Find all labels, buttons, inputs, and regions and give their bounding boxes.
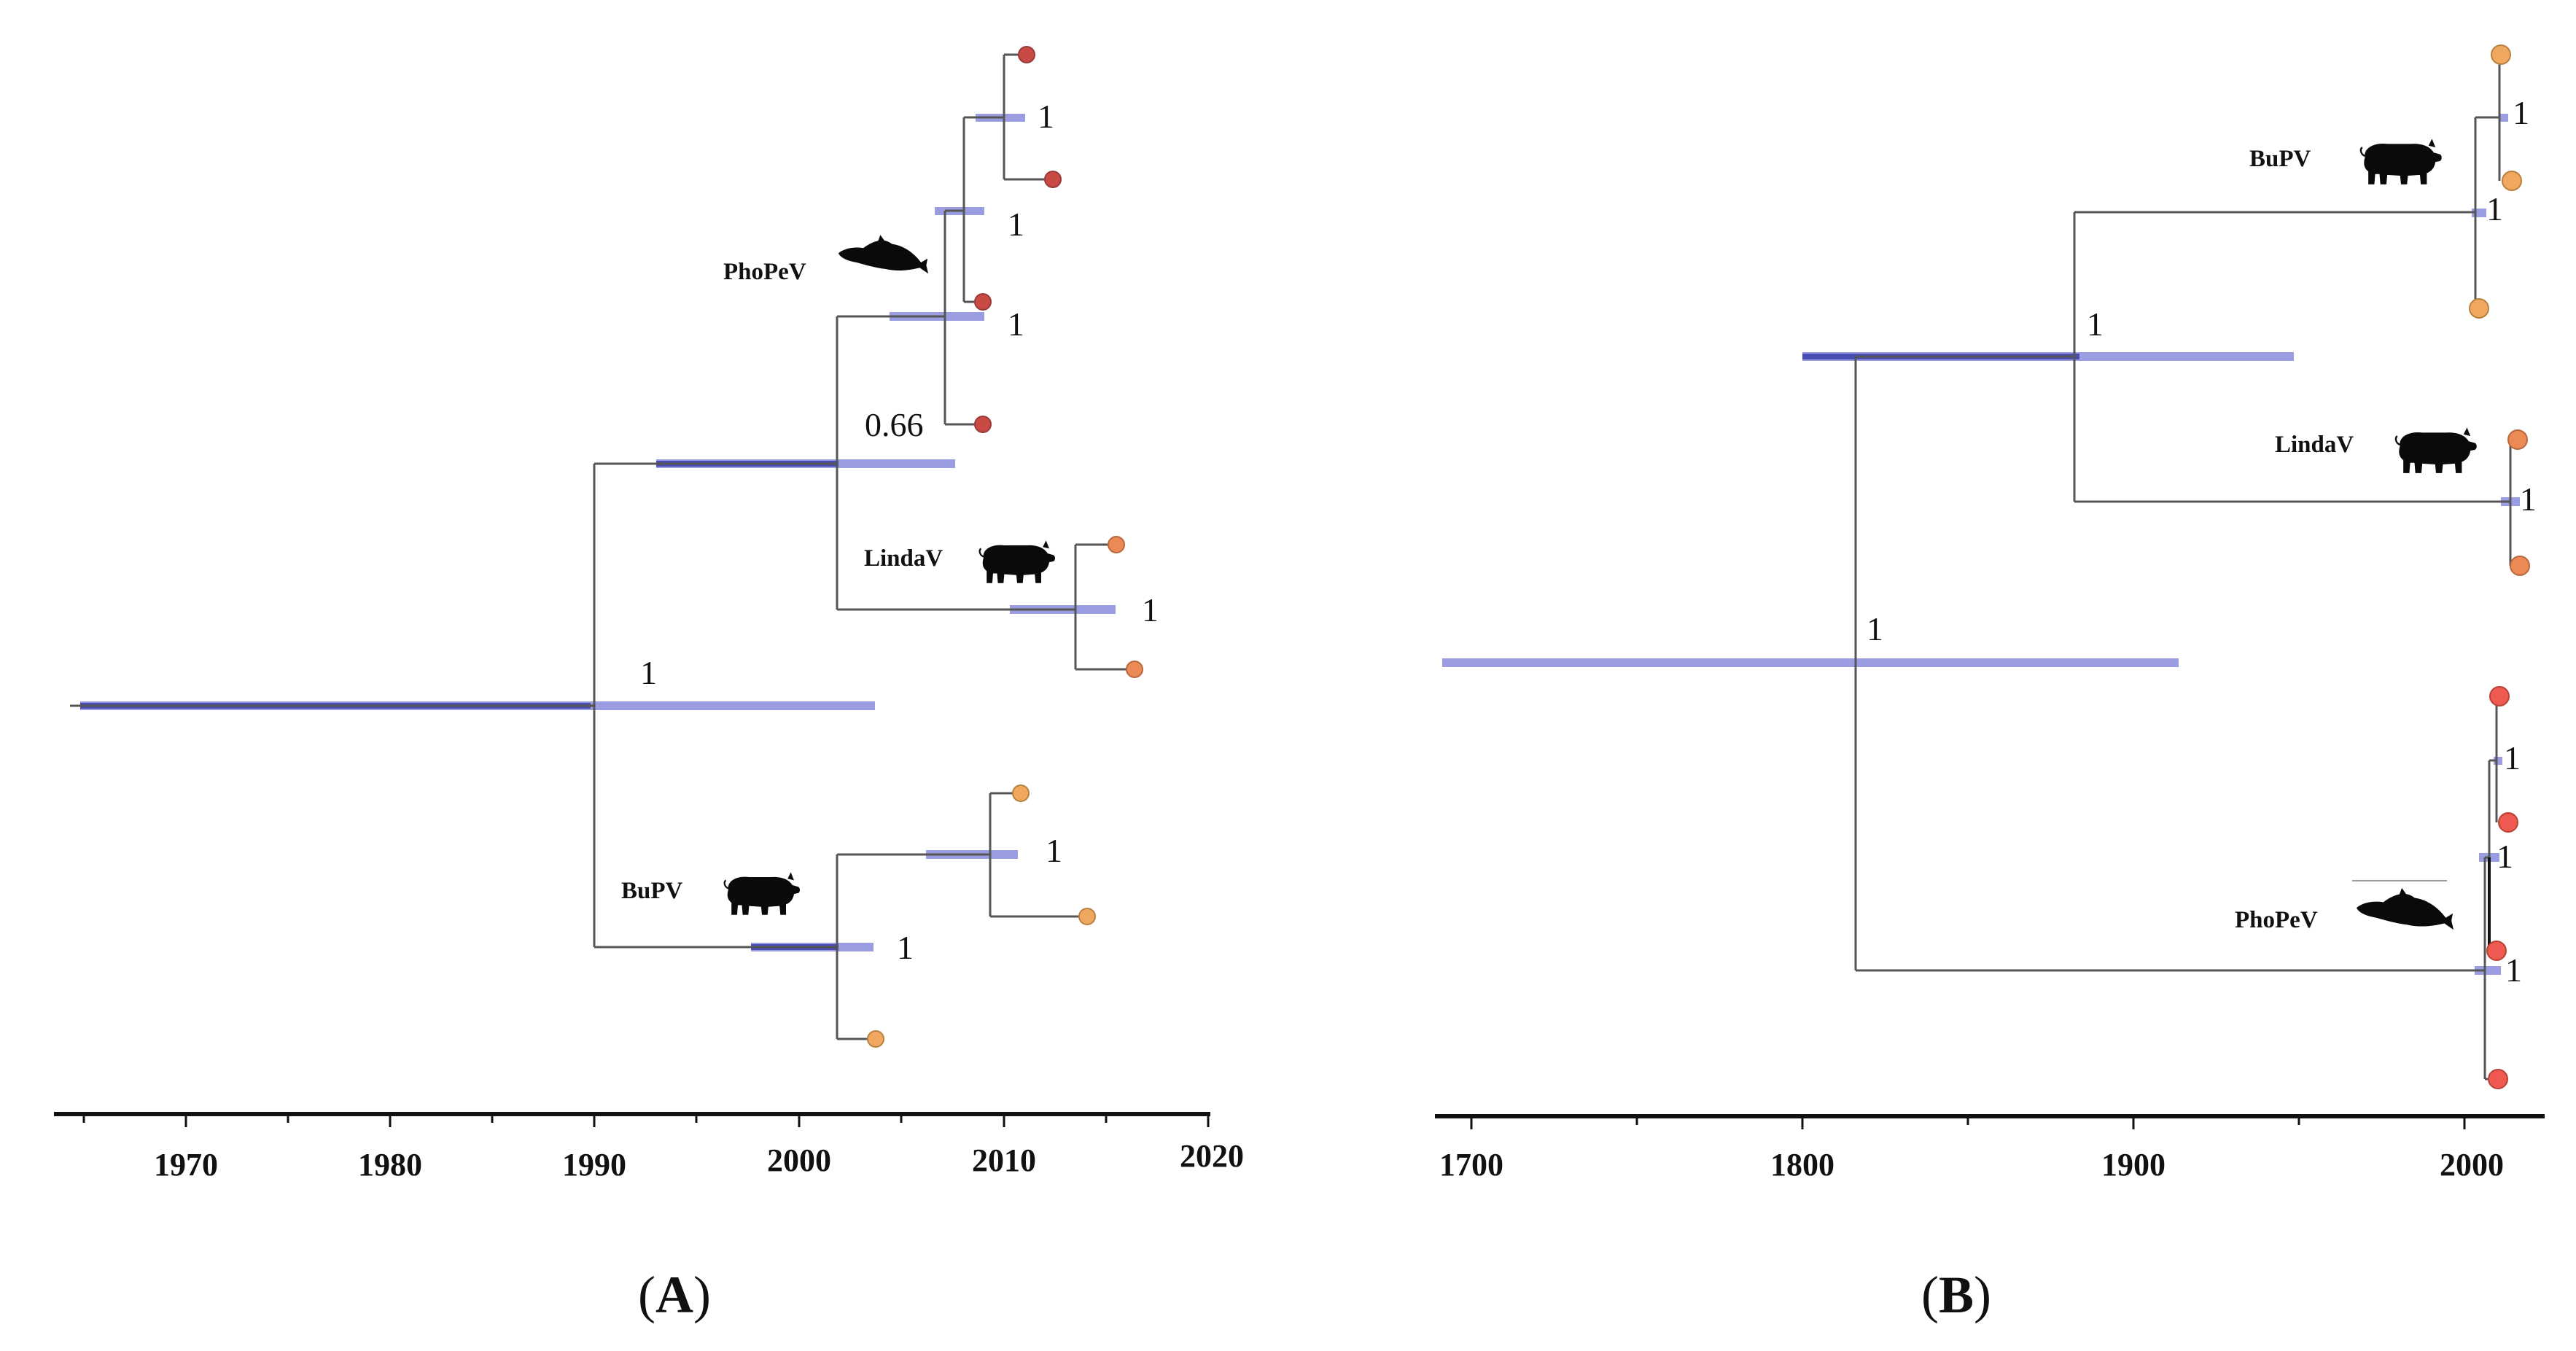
panel-b-branches [1854, 55, 2512, 1081]
tip-phopev-1 [1018, 46, 1035, 63]
axis-tick-label: 2000 [767, 1142, 831, 1178]
axis-tick-label: 1800 [1770, 1147, 1834, 1183]
tip-phopev-1 [2489, 686, 2510, 706]
tip-lindav-2 [1126, 661, 1143, 678]
pig-icon [2359, 138, 2443, 186]
support-value: 1 [640, 654, 657, 691]
clade-label-bupv: BuPV [2249, 146, 2311, 172]
clade-label-lindav: LindaV [2275, 432, 2354, 458]
pig-icon [723, 871, 801, 916]
tip-phopev-3 [974, 293, 992, 311]
hpd-bar-phopev [2475, 966, 2501, 975]
support-value: 1 [1008, 206, 1024, 243]
support-value: 1 [1142, 591, 1159, 628]
panel-b-support-values: 1 1 1 1 1 1 1 1 [1867, 94, 2537, 989]
tip-phopev-4 [974, 416, 992, 433]
panel-a-clade-labels: PhoPeV LindaV BuPV [621, 235, 1057, 916]
clade-label-phopev: PhoPeV [723, 259, 806, 285]
tip-bupv-1 [2491, 44, 2511, 65]
tip-phopev-2 [2498, 812, 2518, 833]
support-value: 1 [2505, 951, 2522, 989]
tip-bupv-1 [1012, 784, 1030, 802]
support-value: 1 [897, 929, 914, 966]
tip-bupv-2 [1078, 908, 1096, 925]
hpd-bar-bupv-sub [2499, 114, 2508, 122]
panel-a-support-values: 1 1 1 0.66 1 1 1 1 [640, 98, 1159, 966]
tip-phopev-4 [2488, 1069, 2508, 1089]
panel-a-time-axis: 1970 1980 1990 2000 2010 2020 [54, 1112, 1244, 1183]
tip-lindav-1 [1108, 536, 1125, 553]
support-value: 1 [2087, 305, 2104, 343]
panel-b-clade-labels: BuPV LindaV PhoPeV [2235, 138, 2478, 933]
panel-b: 1 1 1 1 1 1 1 1 BuPV LindaV PhoPeV [1435, 44, 2545, 1324]
axis-tick-label: 1980 [358, 1147, 422, 1183]
hpd-bar-phopev-top [2494, 757, 2502, 765]
tip-phopev-3 [2486, 941, 2507, 961]
axis-tick-label: 1970 [154, 1147, 218, 1183]
panel-a-branches [70, 53, 1130, 1040]
panel-b-time-axis: 1700 1800 1900 2000 [1435, 1114, 2545, 1183]
pig-icon [978, 540, 1057, 584]
axis-tick-label: 2020 [1180, 1138, 1244, 1174]
panel-label-a: (A) [638, 1266, 711, 1324]
support-value: 1 [1038, 98, 1054, 135]
tip-bupv-3 [2469, 298, 2489, 319]
axis-tick-label: 1700 [1439, 1147, 1503, 1183]
tip-lindav-2 [2510, 556, 2530, 576]
support-value: 1 [2486, 190, 2503, 227]
axis-tick-label: 1990 [562, 1147, 626, 1183]
support-value: 0.66 [865, 406, 924, 443]
support-value: 1 [2513, 94, 2529, 131]
support-value: 1 [2497, 838, 2513, 875]
hpd-bar-root [1442, 658, 2179, 667]
panel-a-hpd-bars [80, 114, 1116, 951]
tip-lindav-1 [2507, 429, 2528, 450]
support-value: 1 [1008, 305, 1024, 343]
clade-label-bupv: BuPV [621, 878, 683, 904]
pig-icon [2394, 427, 2478, 475]
panel-b-tips [2469, 44, 2530, 1089]
support-value: 1 [2520, 480, 2537, 518]
clade-label-phopev: PhoPeV [2235, 907, 2318, 933]
panel-a: 1 1 1 0.66 1 1 1 1 PhoPeV LindaV BuPV [54, 46, 1244, 1324]
axis-tick-label: 2010 [972, 1142, 1036, 1178]
axis-tick-label: 2000 [2440, 1147, 2504, 1183]
support-value: 1 [2504, 739, 2521, 776]
tip-bupv-2 [2502, 171, 2522, 191]
panel-label-b: (B) [1921, 1266, 1991, 1324]
porpoise-icon [838, 235, 929, 274]
support-value: 1 [1867, 610, 1883, 647]
clade-label-lindav: LindaV [864, 545, 943, 572]
support-value: 1 [1046, 832, 1062, 869]
axis-tick-label: 1900 [2101, 1147, 2166, 1183]
tip-phopev-2 [1044, 171, 1062, 188]
panel-b-hpd-bars [1442, 114, 2520, 975]
panel-a-tips [867, 46, 1143, 1048]
porpoise-icon [2356, 888, 2454, 930]
tip-bupv-3 [867, 1030, 884, 1048]
